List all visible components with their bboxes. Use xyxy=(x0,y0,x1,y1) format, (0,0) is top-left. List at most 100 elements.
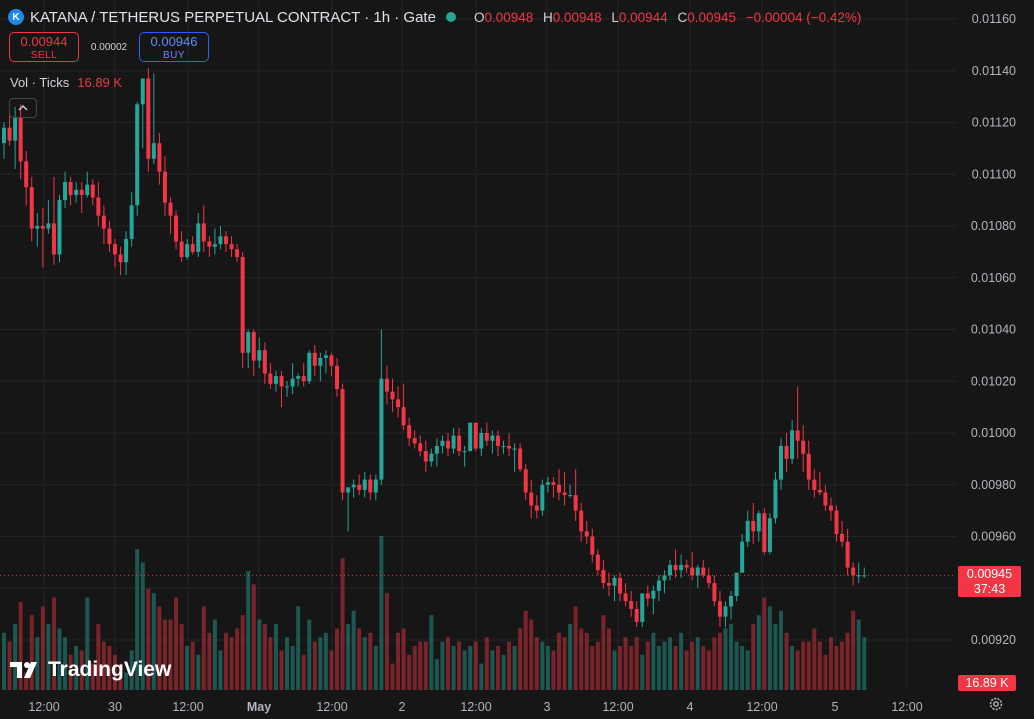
volume-bar xyxy=(384,593,389,690)
candle-body xyxy=(656,580,661,591)
candle-body xyxy=(701,567,706,576)
volume-bar xyxy=(795,650,800,690)
buy-label: BUY xyxy=(162,50,186,61)
volume-bar xyxy=(346,624,351,690)
candle-body xyxy=(745,520,750,542)
volume-bar xyxy=(840,641,845,690)
candle-body xyxy=(273,376,278,384)
volume-bar xyxy=(651,632,656,690)
volume-bar xyxy=(162,619,167,690)
candle-body xyxy=(85,184,90,195)
candle-body xyxy=(451,435,456,449)
volume-bar xyxy=(190,641,195,690)
tradingview-logo[interactable]: TradingView xyxy=(10,658,171,682)
volume-bar xyxy=(473,641,478,690)
spread-value: 0.00002 xyxy=(90,41,128,53)
candle-body xyxy=(40,226,45,229)
volume-bar xyxy=(668,637,672,690)
volume-bar xyxy=(706,650,711,690)
candle-body xyxy=(46,223,51,229)
volume-bar xyxy=(851,610,856,690)
candle-body xyxy=(57,200,62,255)
sell-button[interactable]: 0.00944 SELL xyxy=(9,32,79,62)
candle-body xyxy=(135,104,140,206)
candle-body xyxy=(446,440,450,449)
candle-body xyxy=(851,567,856,576)
candle-body xyxy=(68,182,73,195)
volume-bar xyxy=(590,646,595,690)
candle-body xyxy=(695,567,700,576)
volume-bar xyxy=(224,632,228,690)
ohlc-legend: O0.00948 H0.00948 L0.00944 C0.00945 −0.0… xyxy=(468,10,861,25)
volume-bar xyxy=(340,558,345,690)
volume-bar xyxy=(507,641,512,690)
collapse-legend-button[interactable] xyxy=(9,98,37,118)
volume-bar xyxy=(146,588,151,690)
settings-button[interactable] xyxy=(988,696,1004,717)
volume-bar xyxy=(157,606,162,690)
volume-bar xyxy=(645,641,650,690)
volume-bar xyxy=(246,571,251,690)
volume-bar xyxy=(751,624,756,690)
volume-bar xyxy=(312,641,317,690)
volume-bar xyxy=(806,641,811,690)
candle-body xyxy=(495,435,500,446)
y-tick-label: 0.00980 xyxy=(971,478,1016,492)
candle-body xyxy=(645,593,650,599)
volume-bar xyxy=(90,663,95,690)
volume-bar xyxy=(290,646,295,690)
candle-body xyxy=(246,332,251,353)
high-label: H xyxy=(543,9,553,25)
candle-body xyxy=(96,197,101,216)
x-tick-label: 4 xyxy=(687,700,694,714)
volume-bar xyxy=(756,615,761,690)
candle-body xyxy=(540,484,545,511)
volume-bar xyxy=(68,654,73,690)
volume-bar xyxy=(434,659,439,690)
candle-body xyxy=(162,171,167,203)
candle-body xyxy=(673,564,678,571)
volume-bar xyxy=(412,646,417,690)
candle-body xyxy=(579,510,584,532)
volume-bar xyxy=(151,593,156,690)
candle-body xyxy=(157,143,162,172)
volume-bar xyxy=(634,637,639,690)
candle-body xyxy=(679,564,684,571)
volume-bar xyxy=(201,606,206,690)
candle-body xyxy=(545,482,550,485)
volume-bar xyxy=(279,650,284,690)
volume-bar xyxy=(168,619,173,690)
volume-bar xyxy=(63,637,68,690)
x-tick-label: 3 xyxy=(544,700,551,714)
volume-bar xyxy=(46,624,51,690)
candle-body xyxy=(113,244,117,255)
volume-bar xyxy=(262,624,267,690)
volume-bar xyxy=(557,632,561,690)
bar-countdown: 37:43 xyxy=(973,582,1006,596)
candle-body xyxy=(801,440,806,454)
symbol-title[interactable]: KATANA / TETHERUS PERPETUAL CONTRACT · 1… xyxy=(30,8,436,26)
candle-body xyxy=(434,445,439,454)
x-axis[interactable]: 12:00 30 12:00 May 12:00 2 12:00 3 12:00 4 12:00 5 1… xyxy=(28,700,922,714)
candle-body xyxy=(557,484,561,493)
candle-body xyxy=(423,451,428,462)
candle-body xyxy=(429,453,434,462)
candle-body xyxy=(773,479,778,519)
buy-button[interactable]: 0.00946 BUY xyxy=(139,32,209,62)
low-label: L xyxy=(611,9,619,25)
volume-bar xyxy=(684,650,689,690)
candle-body xyxy=(484,433,489,441)
volume-bar xyxy=(35,637,40,690)
volume-bar xyxy=(601,615,606,690)
candle-body xyxy=(146,78,151,159)
x-tick-label: 12:00 xyxy=(460,700,491,714)
volume-bar xyxy=(484,637,489,690)
volume-bar xyxy=(368,632,373,690)
market-status-icon xyxy=(445,12,456,22)
volume-bar xyxy=(862,637,867,690)
x-tick-label: May xyxy=(247,700,271,714)
y-axis[interactable]: 0.01160 0.01140 0.01120 0.01100 0.01080 0.010… xyxy=(971,12,1016,647)
volume-legend[interactable]: Vol · Ticks 16.89 K xyxy=(10,75,122,90)
close-label: C xyxy=(677,9,688,25)
